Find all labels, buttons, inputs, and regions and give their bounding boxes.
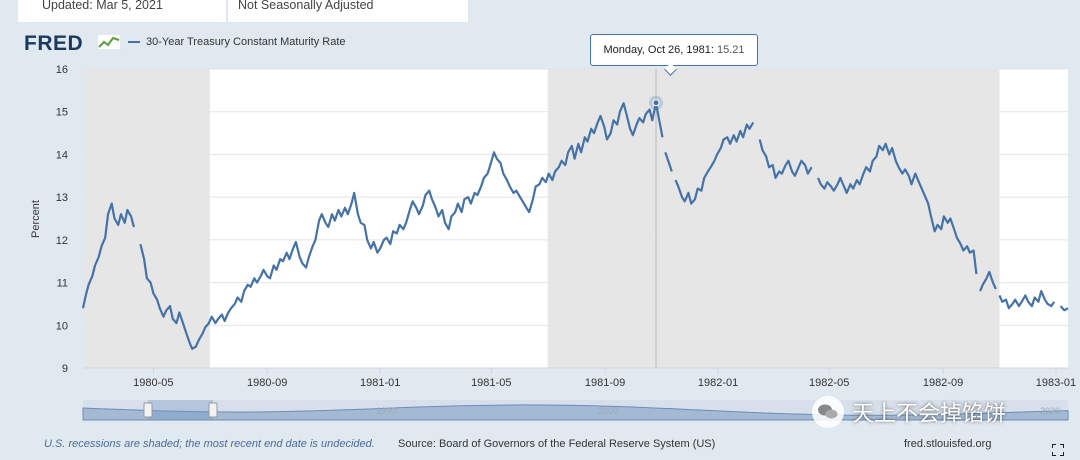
updated-text: Updated: Mar 5, 2021: [42, 0, 163, 12]
seasonal-adjustment: Not Seasonally Adjusted: [228, 0, 468, 22]
series-segment: [816, 142, 978, 275]
y-tick-label: 16: [56, 64, 68, 76]
series-segment: [758, 139, 813, 179]
y-tick-label: 13: [56, 192, 68, 204]
recession-footnote: U.S. recessions are shaded; the most rec…: [44, 438, 375, 450]
x-axis: 1980-05 1980-09 1981-01 1981-05 1981-09 1982-…: [83, 367, 1076, 389]
x-tick-label: 1980-09: [247, 377, 287, 389]
y-tick-label: 10: [56, 320, 68, 332]
y-tick-label: 12: [56, 235, 68, 247]
y-tick-label: 15: [56, 107, 68, 119]
y-axis-label: Percent: [30, 200, 42, 238]
tooltip-date: Monday, Oct 26, 1981:: [603, 44, 714, 56]
meta-divider: [226, 0, 228, 22]
navigator-selection[interactable]: [148, 400, 213, 420]
series-segment: [998, 290, 1056, 310]
watermark-text: 天上不会掉馅饼: [852, 401, 1007, 426]
x-tick-label: 1982-01: [698, 377, 738, 389]
fred-logo[interactable]: FRED: [24, 32, 84, 55]
series-line[interactable]: [81, 101, 1069, 350]
x-tick-label: 1981-09: [585, 377, 625, 389]
highlight-point: [652, 99, 660, 107]
recession-shading: [83, 69, 1000, 368]
legend-swatch: [128, 41, 140, 43]
wechat-icon: [812, 396, 844, 428]
x-tick-label: 1982-09: [923, 377, 963, 389]
series-segment: [664, 151, 673, 172]
site-link[interactable]: fred.stlouisfed.org: [904, 438, 992, 450]
y-tick-label: 14: [56, 149, 68, 161]
x-tick-label: 1981-05: [471, 377, 511, 389]
series-segment: [1059, 305, 1069, 312]
legend[interactable]: 30-Year Treasury Constant Maturity Rate: [128, 36, 346, 48]
fred-graph-icon: [97, 34, 121, 50]
navigator-handle-right[interactable]: [208, 402, 218, 418]
y-axis: 9 10 11 12 13 14 15 16: [56, 64, 68, 375]
highlight-marker: [649, 95, 664, 110]
series-segment: [674, 121, 755, 205]
recession-band: [83, 69, 210, 368]
top-meta-bar: Updated: Mar 5, 2021 Not Seasonally Adju…: [0, 0, 1080, 22]
y-tick-label: 9: [62, 363, 68, 375]
series-segment: [81, 202, 135, 309]
source-note: Source: Board of Governors of the Federa…: [398, 438, 716, 450]
updated-date: Updated: Mar 5, 2021: [18, 0, 226, 22]
x-tick-label: 1983-01: [1036, 377, 1076, 389]
x-tick-label: 1981-01: [360, 377, 400, 389]
x-tick-label: 1980-05: [133, 377, 173, 389]
navigator-handle-left[interactable]: [143, 402, 153, 418]
tooltip: Monday, Oct 26, 1981: 15.21: [590, 34, 758, 66]
navigator-label: 2000: [598, 406, 618, 416]
y-tick-label: 11: [57, 278, 68, 290]
legend-label: 30-Year Treasury Constant Maturity Rate: [146, 36, 346, 48]
fullscreen-icon[interactable]: [1052, 444, 1064, 456]
x-tick-label: 1982-05: [809, 377, 849, 389]
adjustment-text: Not Seasonally Adjusted: [238, 0, 374, 12]
recession-band: [547, 69, 1000, 368]
tooltip-value: 15.21: [717, 44, 745, 56]
series-segment: [979, 270, 997, 292]
navigator-label: 1990: [376, 406, 396, 416]
series-segment: [139, 101, 664, 350]
watermark: 天上不会掉馅饼: [812, 394, 1006, 430]
navigator-label: 2020: [1040, 406, 1060, 416]
